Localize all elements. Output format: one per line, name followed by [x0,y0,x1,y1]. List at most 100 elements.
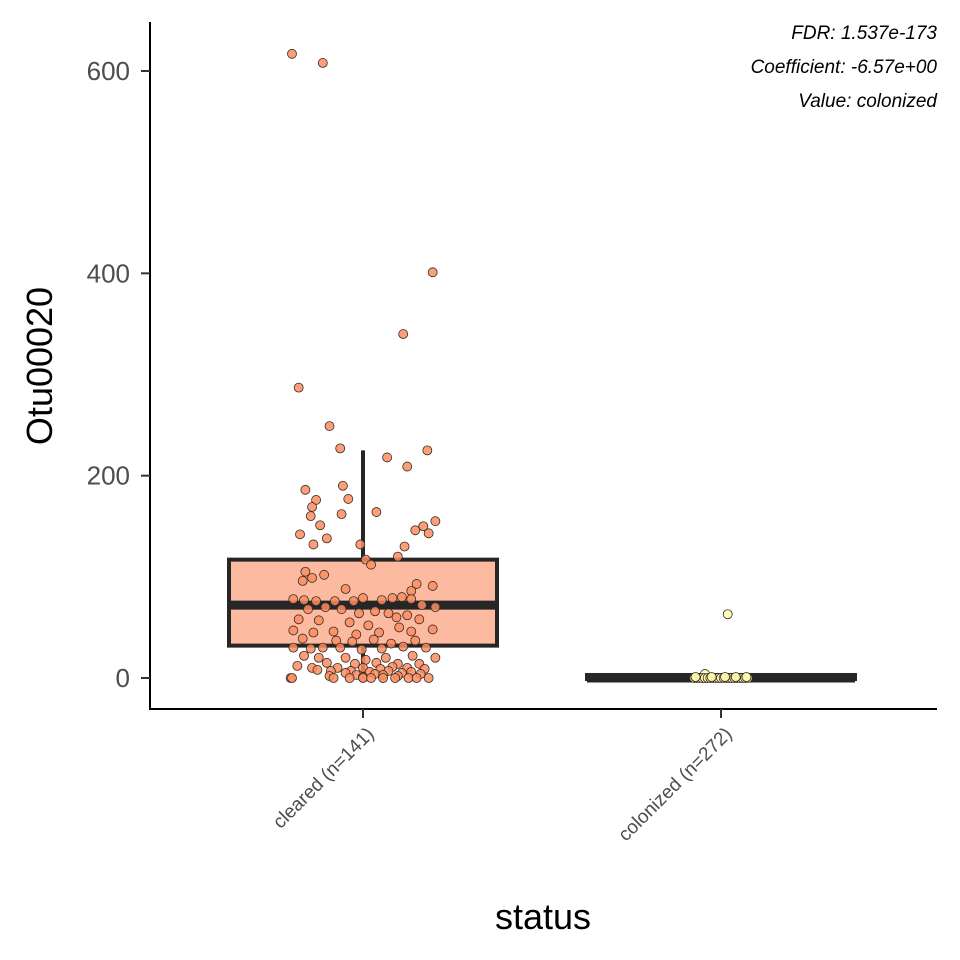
data-point [297,633,308,644]
data-point [295,529,305,540]
data-point [741,672,752,682]
data-point [423,673,434,683]
data-point [344,673,355,683]
data-point [311,596,322,607]
data-point [706,672,717,682]
data-point [336,604,347,615]
y-tick-label: 200 [87,461,130,491]
data-point [370,606,380,617]
data-point [427,624,438,635]
data-point [337,480,348,491]
data-point [402,610,413,621]
data-point [292,660,303,671]
data-point [317,58,328,68]
data-point [366,559,376,570]
data-point [376,595,387,606]
data-point [722,609,733,620]
data-point [293,614,304,625]
x-tick-label: colonized (n=272) [615,724,737,846]
data-point [378,673,389,683]
annotation-coefficient: Coefficient: -6.57e+00 [751,57,938,78]
data-point [307,502,317,512]
x-tick-label: cleared (n=141) [269,724,378,833]
data-point [396,592,407,602]
data-point [328,673,339,683]
data-point [382,452,393,463]
data-point [430,652,441,663]
data-point [321,533,332,544]
x-axis-title: status [495,896,591,937]
data-point [321,657,332,668]
x-ticks: cleared (n=141) colonized (n=272) [269,709,737,846]
data-point [308,539,319,550]
data-point [358,593,368,603]
data-point [730,672,741,682]
data-point [308,627,319,638]
data-point [288,594,299,604]
data-point [690,672,701,682]
data-point [320,602,331,613]
data-point [303,604,313,615]
data-point [335,642,346,653]
data-point [406,594,417,604]
data-point [347,636,358,647]
data-point [328,626,339,637]
data-point [411,579,422,589]
data-point [360,654,371,665]
data-point [355,539,366,550]
data-point [430,516,441,527]
data-point [414,614,425,625]
data-point [406,586,417,596]
data-point [418,521,429,532]
data-point [368,634,379,645]
data-point [305,511,316,522]
data-point [720,672,730,682]
data-point [300,484,311,495]
data-point [307,572,317,583]
data-point [299,595,309,606]
data-point [305,643,316,654]
y-tick-label: 0 [116,663,130,693]
data-point [380,652,391,663]
data-point [366,673,376,683]
data-point [421,642,431,653]
data-point [374,627,384,638]
data-point [398,641,409,652]
data-point [376,643,387,654]
data-point [406,626,417,637]
annotation-fdr: FDR: 1.537e-173 [791,23,937,44]
data-point [363,620,374,631]
data-point [391,612,402,623]
data-point [288,642,299,653]
annotation-value: Value: colonized [798,91,938,112]
data-point [354,608,364,619]
data-point [387,593,398,603]
data-point [319,569,330,580]
data-point [288,625,299,636]
data-point [411,673,422,683]
data-point [356,644,367,655]
data-point [313,615,324,626]
data-point [297,575,308,586]
data-point [410,635,421,646]
data-point [329,596,340,607]
y-tick-label: 400 [87,258,130,288]
data-point [422,445,433,456]
data-point [348,596,359,607]
data-point [399,541,410,552]
data-point [407,650,418,661]
data-point [312,665,323,675]
data-point [293,382,304,393]
data-point [315,520,326,531]
y-axis-title: Otu00020 [19,287,60,445]
points-layer [285,48,753,683]
data-point [386,638,397,649]
y-ticks: 0 200 400 600 [87,56,150,693]
data-point [287,673,297,683]
data-point [398,329,409,339]
data-point [417,600,427,611]
data-point [335,443,346,454]
data-point [317,642,328,653]
